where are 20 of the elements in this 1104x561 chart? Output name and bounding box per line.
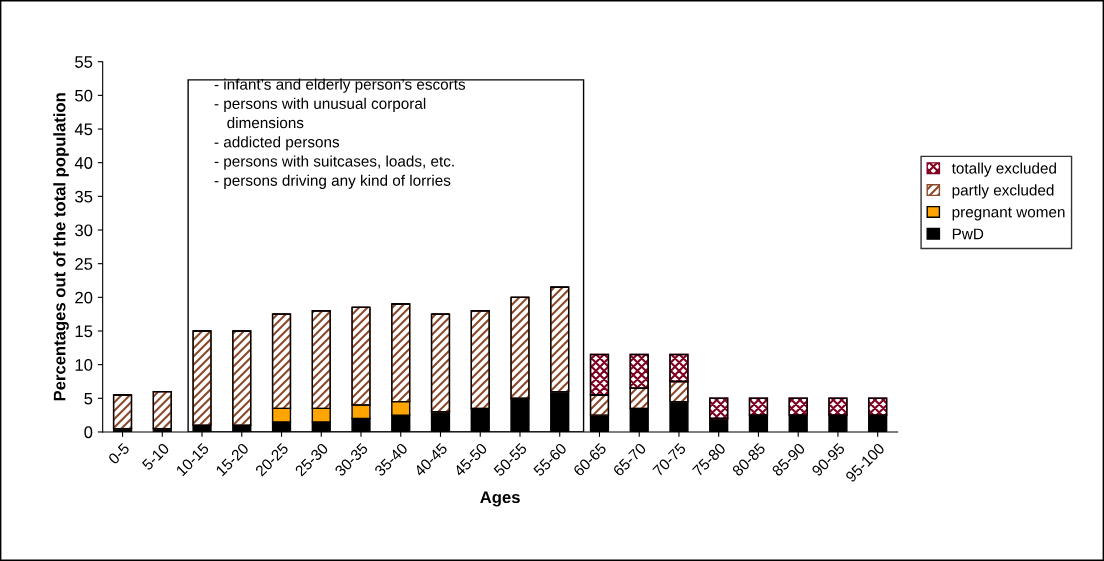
legend-label: partly excluded [952, 184, 1054, 199]
y-tick-label: 20 [75, 291, 93, 304]
x-axis-title: Ages [480, 491, 520, 507]
annotation: - infant’s and elderly person’s escorts - persons with unusual corporal dimensions - addicted persons - persons with suitcases, loads, etc. - persons driving any kind of lorries [214, 78, 466, 189]
y-tick-label: 40 [74, 157, 93, 169]
legend-label: pregnant women [952, 207, 1065, 221]
y-tick-label: 0 [84, 426, 93, 439]
y-tick-label: 25 [75, 258, 93, 270]
y-axis-title: Percentages out of the total population [53, 93, 69, 401]
x-tick-label: 0-5 [107, 442, 131, 465]
legend-label: PwD [952, 228, 984, 240]
y-tick-label: 45 [74, 123, 93, 136]
y-tick-label: 5 [84, 392, 93, 405]
y-tick-label: 10 [75, 359, 93, 371]
y-tick-label: 15 [75, 325, 93, 338]
y-tick-label: 50 [75, 89, 93, 102]
y-tick-label: 55 [75, 56, 93, 68]
y-tick-label: 35 [75, 190, 93, 203]
legend-label: totally excluded [951, 162, 1056, 177]
y-tick-label: 30 [75, 224, 93, 237]
